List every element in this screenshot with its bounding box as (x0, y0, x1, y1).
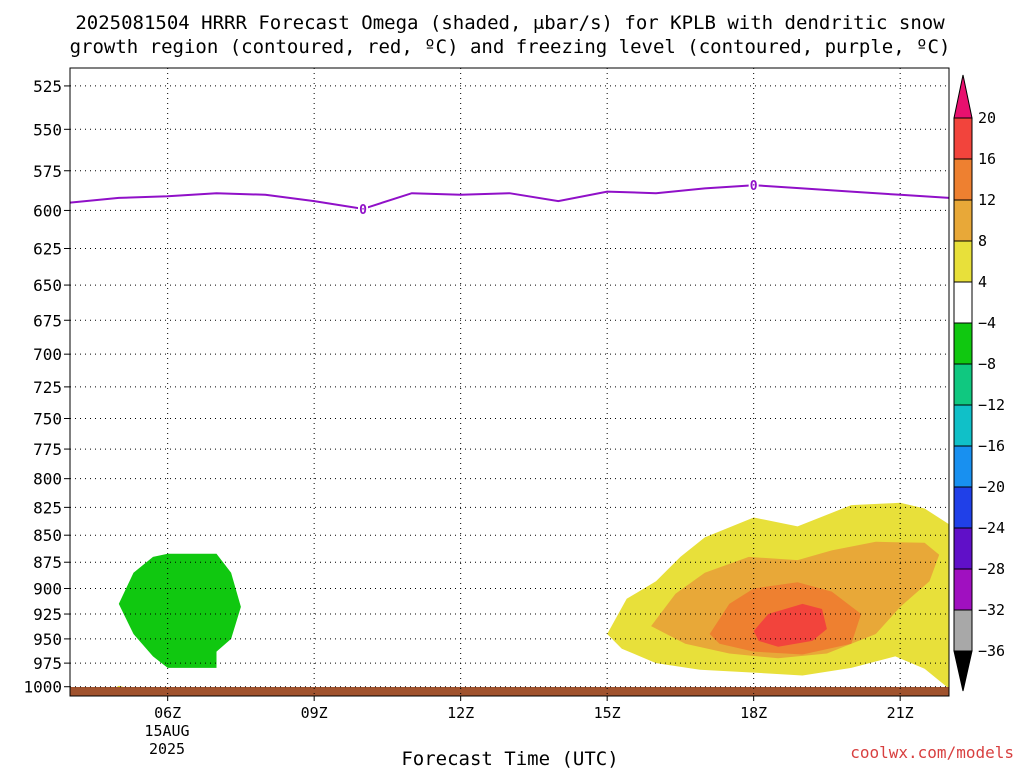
y-tick-label: 725 (33, 378, 62, 397)
y-tick-label: 700 (33, 345, 62, 364)
y-tick-label: 600 (33, 201, 62, 220)
colorbar-swatch (953, 199, 973, 242)
freezing-level-label: 0 (359, 203, 367, 218)
freezing-level-contour: 00 (70, 177, 949, 218)
x-axis-ticks: 06Z 09Z 12Z 15Z 18Z 21Z (154, 696, 914, 722)
colorbar-tick-label: −12 (978, 396, 1005, 414)
x-tick-label: 15Z (594, 704, 621, 722)
y-tick-label: 925 (33, 605, 62, 624)
y-tick-label: 1000 (23, 678, 62, 697)
colorbar-tick-label: 16 (978, 150, 996, 168)
y-tick-label: 800 (33, 470, 62, 489)
chart-title-line2: growth region (contoured, red, ºC) and f… (70, 36, 951, 58)
colorbar-swatch (953, 363, 973, 406)
colorbar-swatch (953, 404, 973, 447)
y-tick-label: 575 (33, 162, 62, 181)
freezing-level-line (70, 184, 949, 210)
omega-region-5 (753, 603, 827, 647)
colorbar-tick-label: −24 (978, 519, 1005, 537)
colorbar-swatch (953, 322, 973, 365)
y-tick-label: 675 (33, 311, 62, 330)
colorbar-tick-label: −16 (978, 437, 1005, 455)
plot-frame (69, 67, 950, 697)
y-tick-label: 975 (33, 654, 62, 673)
x-tick-label: 18Z (740, 704, 767, 722)
y-tick-label: 525 (33, 77, 62, 96)
colorbar-swatch (953, 486, 973, 529)
colorbar-tick-label: −32 (978, 601, 1005, 619)
freezing-level-label: 0 (750, 179, 758, 194)
terrain-strip (70, 687, 949, 696)
colorbar: 20 16 12 8 4 −4 −8 −12 −16 −20 −24 −28 −32 −36 (953, 74, 1005, 692)
colorbar-tick-label: −20 (978, 478, 1005, 496)
x-tick-label: 06Z (154, 704, 181, 722)
x-tick-label: 21Z (887, 704, 914, 722)
colorbar-swatch (953, 281, 973, 324)
colorbar-swatch (953, 240, 973, 283)
x-tick-label: 12Z (447, 704, 474, 722)
colorbar-tick-label: −28 (978, 560, 1005, 578)
y-tick-label: 850 (33, 526, 62, 545)
y-tick-label: 750 (33, 409, 62, 428)
colorbar-swatch (953, 158, 973, 201)
plot-area: 00 5255505756006256506757007257507758008… (23, 67, 950, 722)
colorbar-swatch (953, 527, 973, 570)
colorbar-swatch (953, 117, 973, 160)
y-tick-label: 775 (33, 440, 62, 459)
y-tick-label: 950 (33, 630, 62, 649)
x-tick-label: 09Z (301, 704, 328, 722)
y-tick-label: 825 (33, 498, 62, 517)
x-date-line1: 15AUG (144, 722, 189, 740)
colorbar-tick-label: 4 (978, 273, 987, 291)
colorbar-swatch (953, 568, 973, 611)
colorbar-tick-label: −8 (978, 355, 996, 373)
contour-label-bg (748, 177, 759, 193)
colorbar-swatch (953, 609, 973, 652)
colorbar-tick-label: −36 (978, 642, 1005, 660)
y-tick-label: 875 (33, 553, 62, 572)
x-date-line2: 2025 (149, 740, 185, 758)
y-tick-label: 650 (33, 276, 62, 295)
contour-label-bg (358, 200, 368, 216)
y-axis-ticks: 525 550 575 600 625 650 675 700 725 750 775 800 825 8… (23, 77, 70, 697)
credit-text: coolwx.com/models (850, 743, 1014, 762)
colorbar-tick-label: 8 (978, 232, 987, 250)
colorbar-tick-label: 12 (978, 191, 996, 209)
chart-title-line1: 2025081504 HRRR Forecast Omega (shaded, … (75, 12, 945, 34)
y-tick-label: 550 (33, 120, 62, 139)
colorbar-tick-label: −4 (978, 314, 996, 332)
y-tick-label: 900 (33, 579, 62, 598)
colorbar-tick-label: 20 (978, 109, 996, 127)
colorbar-swatch (953, 445, 973, 488)
colorbar-bottom-arrow (953, 650, 973, 692)
y-tick-label: 625 (33, 239, 62, 258)
x-axis-label: Forecast Time (UTC) (401, 748, 618, 768)
